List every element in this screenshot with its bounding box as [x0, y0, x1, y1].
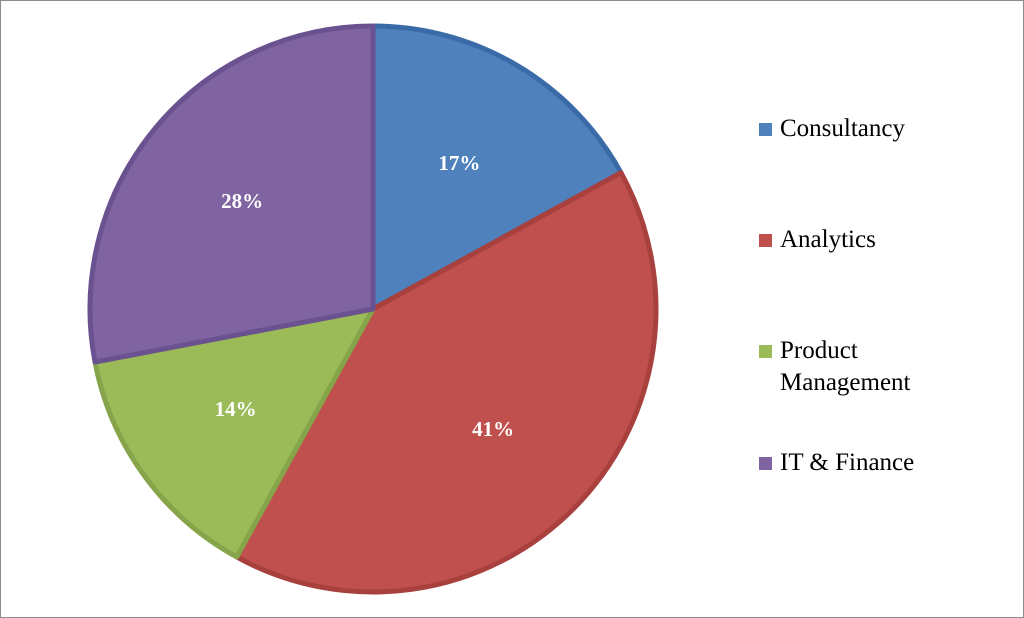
- pie-slices: [87, 23, 659, 595]
- legend-item-product-management: Product Management: [759, 335, 950, 399]
- legend-label-product-management: Product Management: [780, 337, 911, 396]
- pie-slice-product-management: [92, 306, 376, 560]
- legend-item-consultancy: Consultancy: [759, 113, 950, 145]
- pie-slice-it-finance: [87, 23, 376, 365]
- legend-item-analytics: Analytics: [759, 224, 950, 256]
- legend-swatch-analytics: [759, 234, 772, 247]
- slice-label-consultancy: 17%: [438, 151, 480, 175]
- legend-label-analytics: Analytics: [780, 226, 876, 253]
- legend-label-consultancy: Consultancy: [780, 115, 905, 142]
- slice-label-product-management: 14%: [215, 397, 257, 421]
- pie-slice-consultancy: [370, 23, 624, 312]
- slice-label-analytics: 41%: [472, 417, 514, 441]
- legend-swatch-consultancy: [759, 123, 772, 136]
- legend-swatch-it-finance: [759, 457, 772, 470]
- slice-label-it-finance: 28%: [221, 189, 263, 213]
- legend-item-it-finance: IT & Finance: [759, 447, 950, 479]
- pie-slice-analytics: [234, 170, 659, 595]
- legend-label-it-finance: IT & Finance: [780, 449, 915, 476]
- legend-swatch-product-management: [759, 345, 772, 358]
- pie-slice-labels: 17% 41% 14% 28%: [215, 151, 514, 441]
